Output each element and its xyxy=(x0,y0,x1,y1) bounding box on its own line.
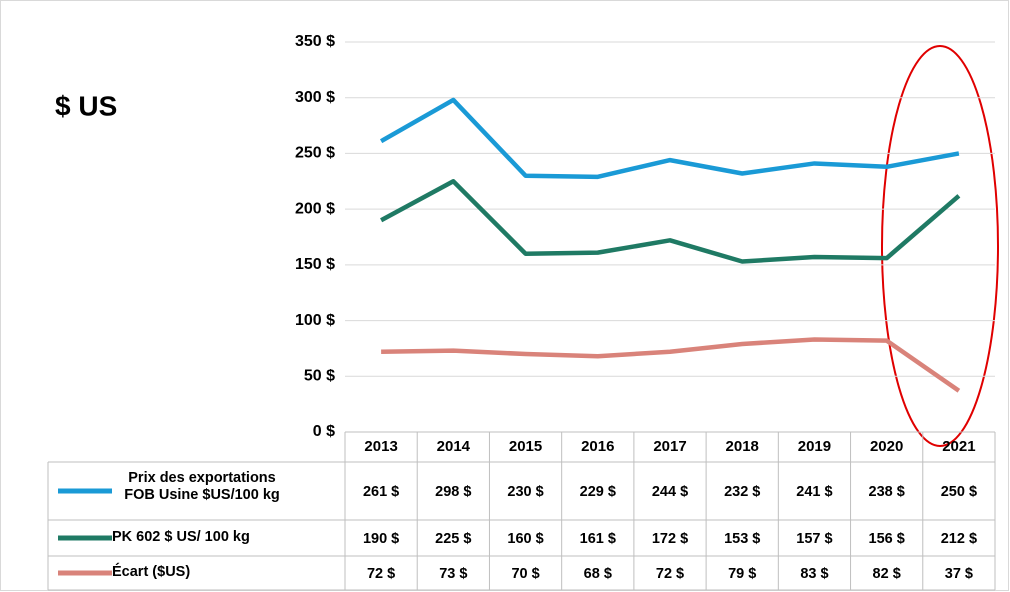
table-value: 68 $ xyxy=(584,566,612,582)
legend-label: Prix des exportations FOB Usine $US/100 … xyxy=(124,470,280,503)
table-value: 70 $ xyxy=(511,566,539,582)
y-tick-label: 350 $ xyxy=(295,33,335,50)
table-value: 72 $ xyxy=(656,566,684,582)
highlight-ellipse xyxy=(881,45,999,447)
table-value: 82 $ xyxy=(873,566,901,582)
table-value: 244 $ xyxy=(652,484,688,500)
table-value: 241 $ xyxy=(796,484,832,500)
x-tick-label: 2016 xyxy=(581,438,614,455)
x-tick-label: 2021 xyxy=(942,438,975,455)
table-value: 261 $ xyxy=(363,484,399,500)
table-value: 73 $ xyxy=(439,566,467,582)
y-tick-label: 250 $ xyxy=(295,145,335,162)
table-value: 160 $ xyxy=(507,531,543,547)
y-tick-label: 100 $ xyxy=(295,312,335,329)
y-tick-label: 150 $ xyxy=(295,256,335,273)
x-tick-label: 2018 xyxy=(726,438,759,455)
table-value: 37 $ xyxy=(945,566,973,582)
table-value: 83 $ xyxy=(800,566,828,582)
x-tick-label: 2019 xyxy=(798,438,831,455)
table-value: 212 $ xyxy=(941,531,977,547)
table-value: 298 $ xyxy=(435,484,471,500)
legend-label: PK 602 $ US/ 100 kg xyxy=(112,529,250,545)
table-value: 72 $ xyxy=(367,566,395,582)
table-value: 229 $ xyxy=(580,484,616,500)
series-line xyxy=(380,179,961,264)
x-tick-label: 2014 xyxy=(437,438,471,455)
x-tick-label: 2020 xyxy=(870,438,903,455)
table-value: 230 $ xyxy=(507,484,543,500)
x-tick-label: 2017 xyxy=(653,438,686,455)
legend-label: Écart ($US) xyxy=(112,564,191,580)
table-value: 161 $ xyxy=(580,531,616,547)
table-value: 238 $ xyxy=(869,484,905,500)
y-tick-label: 300 $ xyxy=(295,89,335,106)
table-value: 225 $ xyxy=(435,531,471,547)
x-tick-label: 2013 xyxy=(364,438,397,455)
table-value: 156 $ xyxy=(869,531,905,547)
y-tick-label: 200 $ xyxy=(295,200,335,217)
y-tick-label: 0 $ xyxy=(313,423,335,440)
table-value: 172 $ xyxy=(652,531,688,547)
x-tick-label: 2015 xyxy=(509,438,542,455)
series-line xyxy=(379,97,960,180)
table-value: 153 $ xyxy=(724,531,760,547)
chart-title: $ US xyxy=(55,90,117,121)
table-value: 157 $ xyxy=(796,531,832,547)
series-line xyxy=(381,337,961,393)
table-value: 250 $ xyxy=(941,484,977,500)
table-value: 232 $ xyxy=(724,484,760,500)
y-tick-label: 50 $ xyxy=(304,368,335,385)
table-value: 79 $ xyxy=(728,566,756,582)
table-value: 190 $ xyxy=(363,531,399,547)
